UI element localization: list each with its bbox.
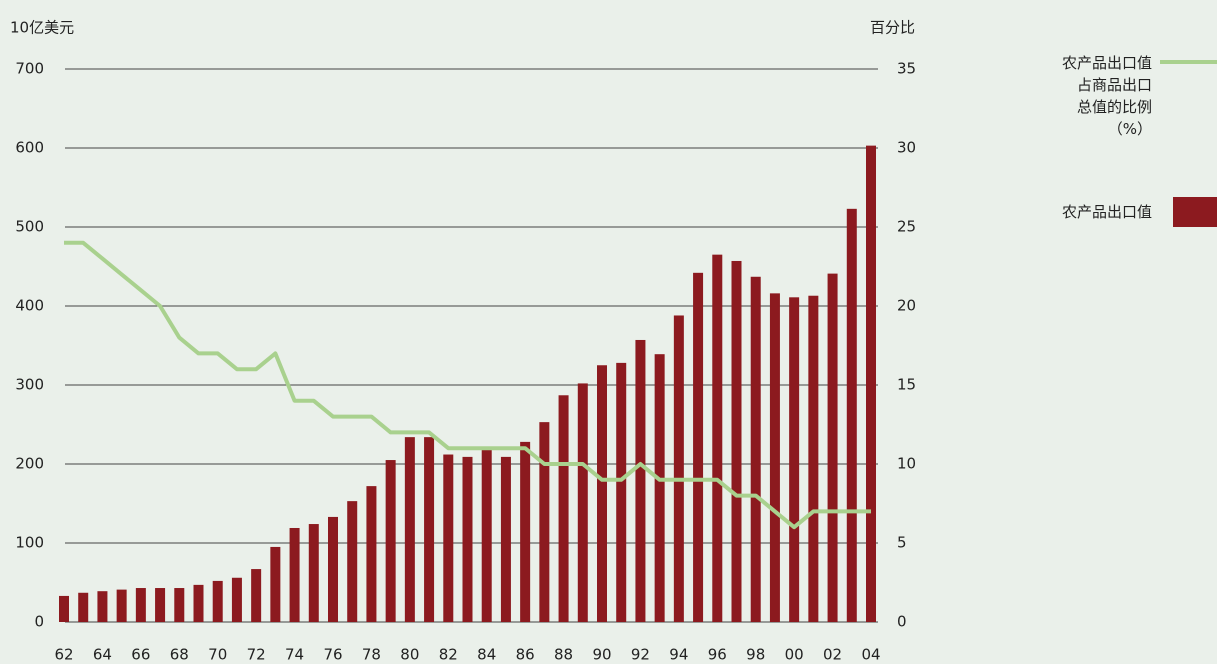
x-tick-label: 90	[592, 646, 611, 664]
y2-tick-label: 30	[897, 139, 916, 157]
bar	[251, 569, 262, 622]
legend-bar	[1173, 197, 1217, 227]
bar	[654, 354, 665, 622]
bar	[385, 460, 396, 622]
x-tick-label: 72	[247, 646, 266, 664]
legend-line-label: 农产品出口值 占商品出口 总值的比例 （%）	[1061, 54, 1152, 138]
y-tick-label: 200	[15, 455, 44, 473]
x-tick-label: 70	[208, 646, 227, 664]
bar	[443, 454, 454, 622]
bar	[328, 516, 338, 622]
bar	[597, 365, 607, 622]
x-tick-label: 00	[785, 646, 804, 664]
bar	[558, 395, 569, 622]
bar	[846, 208, 857, 622]
y2-tick-label: 0	[897, 613, 907, 631]
bar	[424, 437, 435, 622]
bar	[155, 588, 166, 622]
bar	[635, 339, 646, 622]
bar	[731, 260, 742, 622]
bar	[693, 272, 704, 622]
x-tick-label: 96	[708, 646, 727, 664]
x-tick-label: 04	[861, 646, 880, 664]
y2-tick-label: 25	[897, 218, 916, 236]
bar	[231, 577, 242, 622]
line	[64, 240, 871, 530]
bar	[289, 527, 300, 622]
x-tick-label: 80	[400, 646, 419, 664]
y2-tick-label: 20	[897, 297, 916, 315]
bar	[616, 362, 627, 622]
bar	[308, 524, 319, 622]
bar	[789, 297, 800, 622]
x-tick-label: 92	[631, 646, 650, 664]
bar	[520, 441, 531, 622]
bar	[212, 580, 223, 622]
x-tick-label: 84	[477, 646, 496, 664]
bar	[673, 315, 684, 622]
y-tick-label: 100	[15, 534, 44, 552]
bar	[347, 501, 358, 622]
x-tick-label: 64	[93, 646, 112, 664]
bar	[712, 254, 723, 622]
bar	[462, 456, 473, 622]
x-tick-label: 94	[669, 646, 688, 664]
x-tick-label: 66	[131, 646, 150, 664]
bar	[404, 437, 415, 622]
x-tick-label: 76	[323, 646, 342, 664]
bar	[577, 383, 588, 622]
y-axis-label: 10亿美元	[10, 19, 74, 37]
bar	[78, 592, 89, 622]
y-tick-label: 400	[15, 297, 44, 315]
bar	[500, 456, 511, 622]
y2-tick-label: 15	[897, 376, 916, 394]
y-tick-label: 700	[15, 60, 44, 78]
bar	[135, 588, 146, 622]
bar	[174, 588, 185, 622]
y-tick-label: 300	[15, 376, 44, 394]
x-tick-label: 88	[554, 646, 573, 664]
bar	[59, 595, 69, 622]
y2-axis-label: 百分比	[870, 19, 915, 37]
bar	[97, 591, 108, 622]
x-tick-label: 62	[54, 646, 73, 664]
bar	[750, 276, 761, 622]
bar	[193, 584, 204, 622]
x-tick-label: 82	[439, 646, 458, 664]
y-tick-label: 0	[34, 613, 44, 631]
y2-tick-label: 5	[897, 534, 907, 552]
bar	[270, 546, 281, 622]
x-tick-label: 78	[362, 646, 381, 664]
bar	[769, 293, 780, 622]
bar	[808, 295, 819, 622]
x-tick-label: 68	[170, 646, 189, 664]
x-tick-label: 02	[823, 646, 842, 664]
bar	[539, 422, 550, 622]
x-tick-label: 86	[516, 646, 535, 664]
bar	[866, 145, 876, 622]
y-tick-label: 600	[15, 139, 44, 157]
x-tick-label: 98	[746, 646, 765, 664]
legend-bar-label: 农产品出口值	[1061, 203, 1152, 221]
bar	[481, 448, 492, 622]
bar	[366, 486, 377, 622]
bar	[116, 589, 127, 622]
bar	[827, 273, 838, 622]
x-tick-label: 74	[285, 646, 304, 664]
y2-tick-label: 10	[897, 455, 916, 473]
y-tick-label: 500	[15, 218, 44, 236]
y2-tick-label: 35	[897, 60, 916, 78]
